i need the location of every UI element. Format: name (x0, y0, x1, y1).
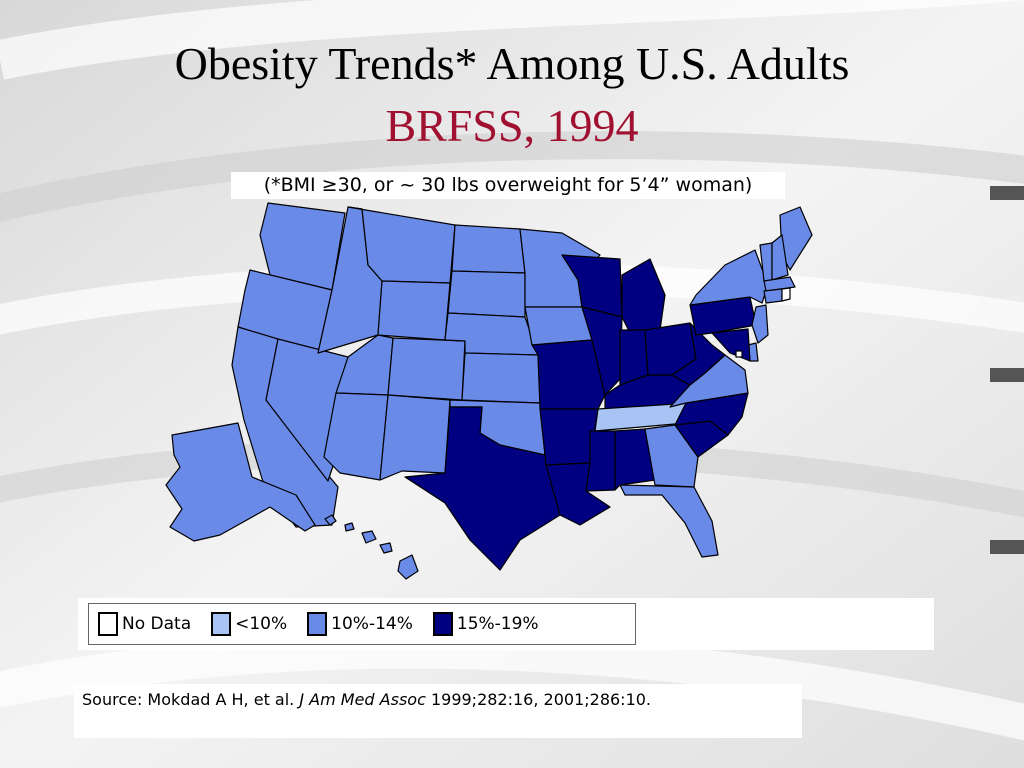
legend-swatch (211, 612, 232, 636)
source-journal: J Am Med Assoc (299, 690, 426, 709)
source-suffix: 1999;282:16, 2001;286:10. (425, 690, 652, 709)
state-MI (621, 258, 666, 334)
legend-label: <10% (235, 614, 288, 634)
legend-item-no-data: No Data (98, 612, 191, 636)
state-NY (689, 249, 769, 306)
state-RI (781, 287, 791, 302)
state-IL (581, 306, 623, 396)
legend-label: 15%-19% (456, 614, 539, 634)
legend-swatch (307, 612, 328, 636)
state-GA (644, 424, 699, 488)
source-citation: Source: Mokdad A H, et al. J Am Med Asso… (74, 684, 802, 738)
legend-item-15-19: 15%-19% (432, 612, 539, 636)
legend-label: 10%-14% (331, 614, 413, 634)
state-SD (447, 270, 526, 318)
bmi-footnote: (*BMI ≥30, or ~ 30 lbs overweight for 5’… (231, 172, 785, 199)
state-MA (763, 276, 796, 292)
state-NH (771, 234, 789, 281)
state-DC (735, 350, 743, 358)
state-ND (451, 224, 526, 274)
state-KS (461, 352, 541, 404)
state-WY (377, 280, 451, 341)
legend-label: No Data (122, 614, 192, 634)
legend-swatch (98, 612, 118, 636)
state-CT (763, 288, 783, 304)
state-MS (585, 430, 616, 492)
state-AR (539, 408, 599, 466)
state-TX (404, 406, 561, 571)
state-NM (379, 394, 451, 481)
source-prefix: Source: Mokdad A H, et al. (82, 690, 300, 709)
state-IA (524, 306, 593, 346)
state-WV (671, 322, 726, 386)
map-legend: No Data <10% 10%-14% 15%-19% (88, 603, 636, 645)
state-AK (165, 422, 316, 542)
legend-item-10-14: 10%-14% (307, 612, 413, 636)
legend-item-lt10: <10% (211, 612, 287, 636)
slide-subtitle: BRFSS, 1994 (385, 100, 639, 151)
legend-swatch (432, 612, 453, 636)
state-AL (614, 428, 656, 491)
state-CO (387, 337, 466, 401)
us-obesity-map (165, 202, 813, 580)
state-NJ (751, 304, 769, 344)
state-FL (619, 484, 719, 558)
state-HI (324, 514, 419, 580)
slide-title: Obesity Trends* Among U.S. Adults (174, 38, 850, 89)
state-AZ (323, 392, 389, 481)
